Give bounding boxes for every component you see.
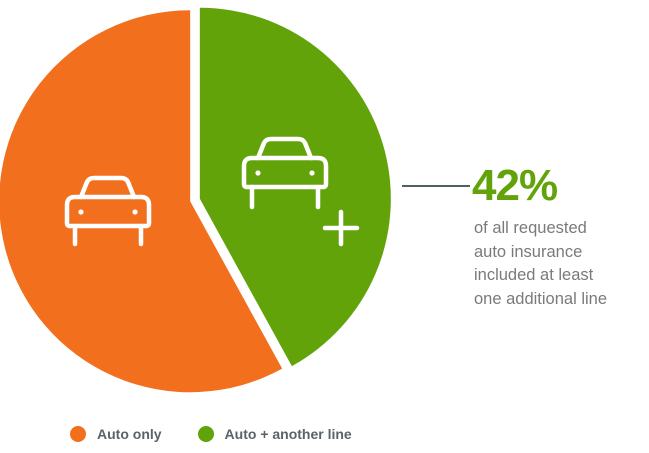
legend-dot-auto-plus <box>197 426 214 442</box>
car-plus-icon <box>241 136 360 247</box>
callout-percentage: 42% <box>472 161 558 210</box>
legend-dot-auto-only <box>70 426 86 442</box>
callout-text-line: auto insurance <box>474 242 583 261</box>
callout-text-line: of all requested <box>474 219 587 237</box>
car-icon <box>64 175 152 247</box>
callout-text-line: included at least <box>474 266 594 284</box>
legend-label: Auto only <box>97 426 162 442</box>
legend: Auto only Auto + another line <box>70 426 388 442</box>
legend-item-auto-only: Auto only <box>70 426 162 442</box>
pie-slices <box>0 7 391 393</box>
callout-text: of all requested auto insurance included… <box>474 217 644 311</box>
callout-line <box>402 185 470 187</box>
pie-slice-auto-only <box>0 10 283 393</box>
callout-text-line: one additional line <box>474 289 608 308</box>
legend-label: Auto + another line <box>224 426 352 442</box>
legend-item-auto-plus: Auto + another line <box>197 426 352 442</box>
